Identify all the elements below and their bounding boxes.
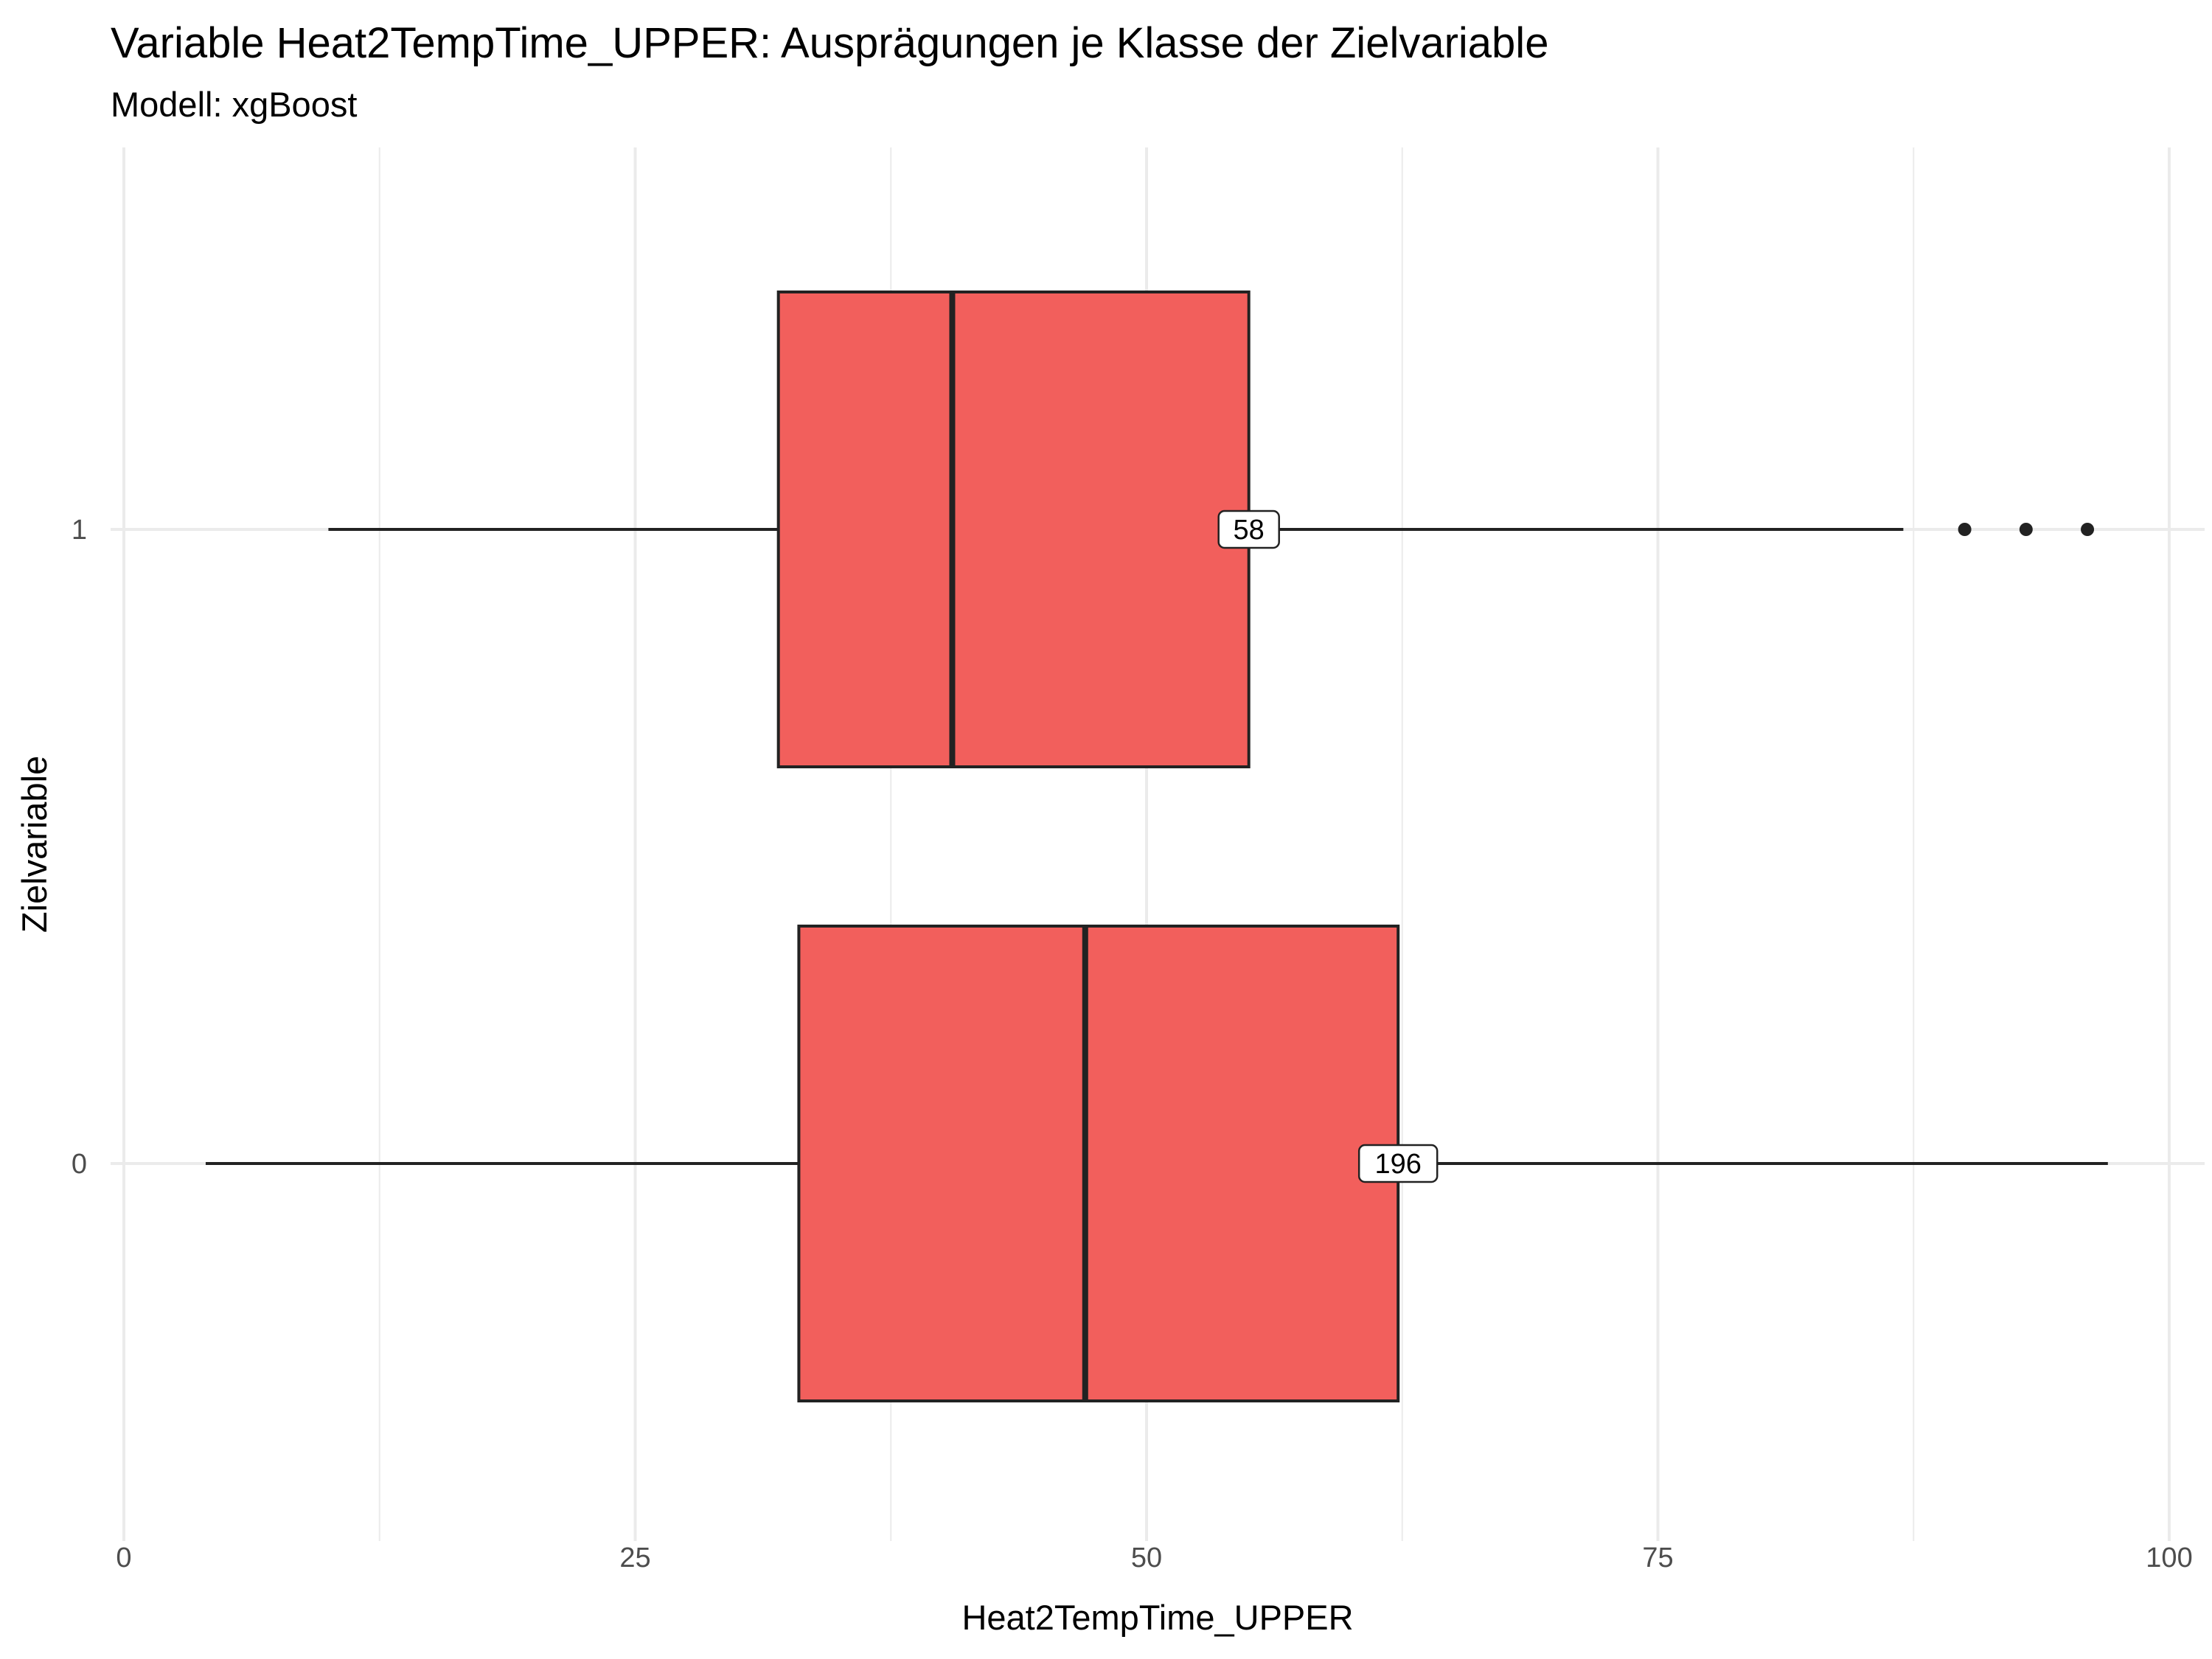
count-label-box bbox=[1357, 1144, 1439, 1183]
box-group-1: 58 bbox=[328, 291, 2095, 768]
y-tick-label: 1 bbox=[72, 515, 87, 546]
x-axis-ticks: 0 25 50 75 100 bbox=[116, 1543, 2192, 1573]
count-label: 58 bbox=[1234, 515, 1265, 546]
plot-area: 58 196 bbox=[205, 291, 2108, 1402]
x-axis-title: Heat2TempTime_UPPER bbox=[961, 1598, 1353, 1637]
outlier-point bbox=[2081, 523, 2095, 536]
outlier-point bbox=[2019, 523, 2033, 536]
chart-subtitle: Modell: xgBoost bbox=[111, 85, 357, 124]
x-tick-label: 75 bbox=[1642, 1543, 1673, 1573]
count-label: 196 bbox=[1374, 1149, 1421, 1180]
chart-title: Variable Heat2TempTime_UPPER: Ausprägung… bbox=[111, 19, 1548, 67]
outlier-point bbox=[1958, 523, 1972, 536]
count-label-box bbox=[1217, 509, 1280, 549]
x-tick-label: 100 bbox=[2146, 1543, 2192, 1573]
y-axis-title: Zielvariable bbox=[15, 756, 54, 933]
x-tick-label: 0 bbox=[116, 1543, 131, 1573]
iqr-box bbox=[776, 291, 1251, 768]
box-group-0: 196 bbox=[205, 925, 2108, 1402]
iqr-box bbox=[797, 925, 1400, 1402]
y-tick-label: 0 bbox=[72, 1149, 87, 1180]
x-tick-label: 50 bbox=[1131, 1543, 1162, 1573]
y-axis-ticks: 10 bbox=[72, 515, 87, 1180]
x-tick-label: 25 bbox=[619, 1543, 650, 1573]
